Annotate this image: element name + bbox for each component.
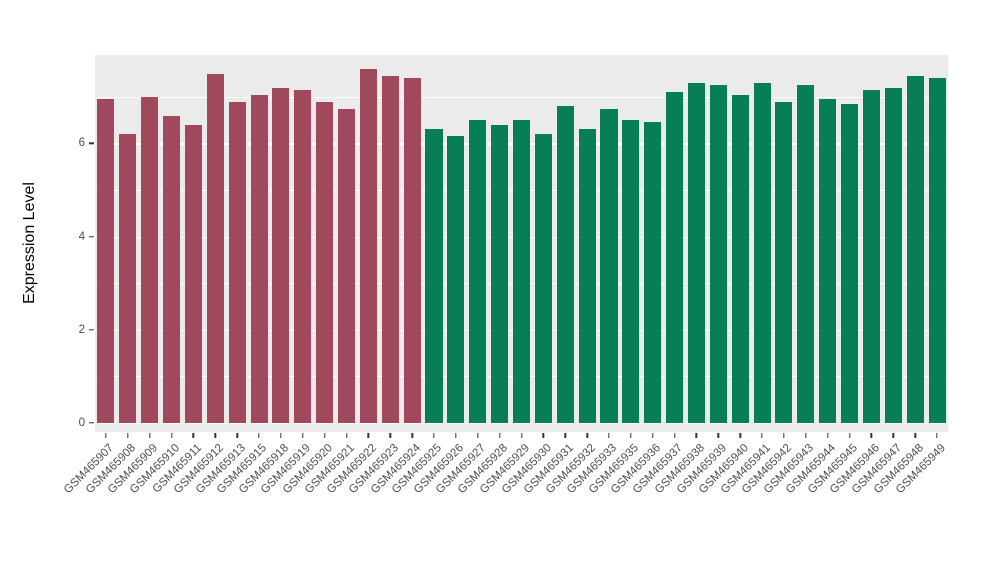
x-tick-mark: [433, 433, 435, 438]
bar: [841, 103, 859, 423]
bar: [709, 85, 727, 423]
x-tick-mark: [411, 433, 413, 438]
x-tick-mark: [586, 433, 588, 438]
gridline-major: [95, 422, 948, 425]
x-tick-mark: [870, 433, 873, 438]
bar: [753, 82, 771, 423]
x-tick-mark: [192, 433, 195, 438]
x-tick-mark: [127, 433, 129, 438]
bar: [272, 87, 290, 423]
x-tick-mark: [739, 433, 741, 438]
x-tick-mark: [236, 433, 238, 438]
plot-panel: [95, 55, 948, 432]
bar: [359, 68, 377, 423]
x-tick-mark: [717, 433, 720, 438]
x-tick-mark: [848, 433, 851, 438]
bar: [534, 134, 552, 423]
bar: [469, 120, 487, 423]
bar: [425, 129, 443, 423]
gridline-minor: [95, 96, 948, 98]
bar: [294, 89, 312, 423]
bar: [337, 108, 356, 423]
bar: [622, 120, 640, 423]
x-tick-mark: [542, 433, 545, 438]
x-tick-mark: [914, 433, 916, 438]
bar: [884, 87, 902, 423]
bar: [600, 108, 618, 423]
x-tick-mark: [761, 433, 763, 438]
bar: [556, 106, 574, 423]
bar: [316, 101, 334, 423]
bar: [687, 82, 705, 423]
bar: [644, 122, 662, 423]
y-tick-mark: [89, 328, 94, 331]
bar: [250, 94, 268, 423]
x-tick-mark: [805, 433, 807, 438]
x-tick-mark: [498, 433, 501, 438]
x-tick-mark: [520, 433, 523, 438]
x-tick-mark: [827, 433, 829, 438]
y-tick-label: 6: [78, 137, 85, 150]
y-tick-mark: [89, 421, 94, 424]
bar: [731, 94, 749, 423]
bar: [206, 73, 224, 423]
x-tick-mark: [345, 433, 348, 438]
bar: [578, 129, 596, 423]
bar: [797, 85, 815, 423]
bar: [666, 92, 684, 423]
bar: [381, 75, 399, 423]
bar: [228, 101, 246, 423]
bar: [491, 124, 509, 423]
bar: [119, 134, 137, 423]
y-tick-mark: [89, 235, 94, 238]
y-tick-label: 4: [78, 230, 85, 243]
x-tick-mark: [148, 433, 151, 438]
x-tick-mark: [302, 433, 304, 438]
x-tick-mark: [608, 433, 610, 438]
bar: [906, 75, 924, 423]
x-tick-mark: [105, 433, 107, 438]
bar: [512, 120, 531, 423]
y-tick-mark: [89, 142, 94, 145]
x-tick-mark: [389, 433, 391, 438]
x-tick-mark: [280, 433, 282, 438]
bar: [928, 78, 946, 423]
x-tick-mark: [892, 433, 895, 438]
y-tick-label: 2: [78, 323, 85, 336]
x-tick-mark: [936, 433, 938, 438]
x-tick-mark: [652, 433, 654, 438]
bar: [862, 89, 880, 423]
x-tick-mark: [323, 433, 326, 438]
bar: [403, 78, 421, 423]
x-tick-mark: [564, 433, 566, 438]
x-tick-mark: [170, 433, 173, 438]
bar: [775, 101, 793, 423]
bar: [184, 124, 202, 423]
bar: [819, 99, 837, 423]
x-tick-mark: [477, 433, 479, 438]
bar: [163, 115, 181, 423]
x-tick-mark: [630, 433, 632, 438]
x-tick-mark: [695, 433, 698, 438]
x-tick-mark: [367, 433, 370, 438]
x-tick-mark: [455, 433, 457, 438]
x-tick-mark: [258, 433, 260, 438]
x-tick-mark: [214, 433, 216, 438]
x-tick-mark: [783, 433, 785, 438]
y-axis-title: Expression Level: [21, 182, 38, 304]
bar: [141, 96, 159, 423]
x-tick-mark: [673, 433, 676, 438]
bar: [97, 99, 115, 423]
bar: [447, 136, 465, 423]
y-tick-label: 0: [78, 416, 85, 429]
